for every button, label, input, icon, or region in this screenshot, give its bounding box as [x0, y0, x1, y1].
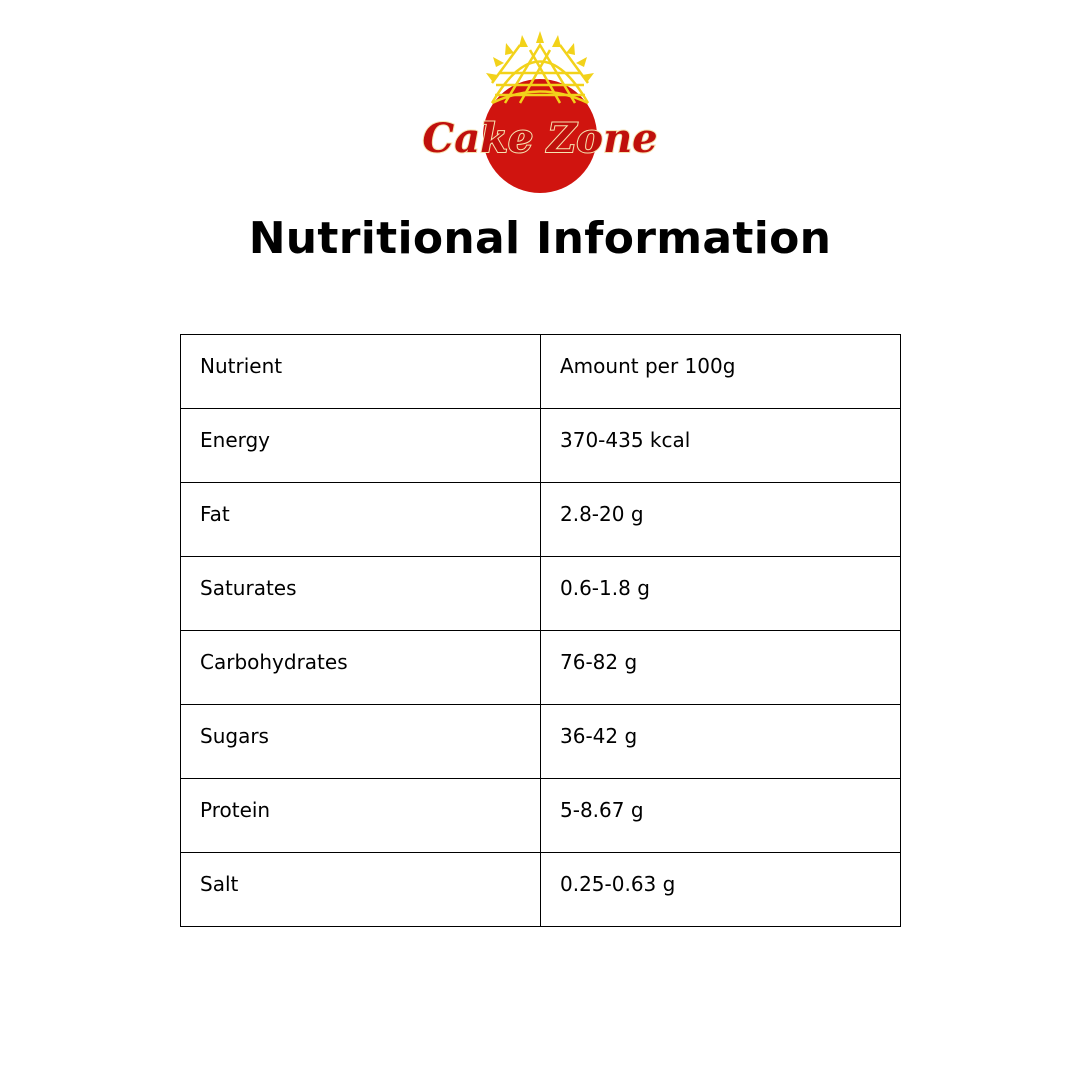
table-row: Saturates 0.6-1.8 g [180, 556, 901, 631]
nutrient-cell: Salt [180, 852, 541, 927]
nutrient-cell: Saturates [180, 556, 541, 631]
table-row: Salt 0.25-0.63 g [180, 852, 901, 927]
table-row: Energy 370-435 kcal [180, 408, 901, 483]
amount-cell: 76-82 g [540, 630, 901, 705]
page-title: Nutritional Information [248, 213, 832, 264]
nutrient-cell: Energy [180, 408, 541, 483]
nutrient-cell: Protein [180, 778, 541, 853]
table-row: Protein 5-8.67 g [180, 778, 901, 853]
amount-cell: 2.8-20 g [540, 482, 901, 557]
header-cell: Nutrient [180, 334, 541, 409]
amount-cell: 5-8.67 g [540, 778, 901, 853]
table-row: Carbohydrates 76-82 g [180, 630, 901, 705]
amount-cell: 370-435 kcal [540, 408, 901, 483]
header-cell: Amount per 100g [540, 334, 901, 409]
logo-wordmark: Cake Zone [422, 115, 657, 162]
nutrient-cell: Sugars [180, 704, 541, 779]
table-row: Fat 2.8-20 g [180, 482, 901, 557]
table-row: Sugars 36-42 g [180, 704, 901, 779]
amount-cell: 36-42 g [540, 704, 901, 779]
amount-cell: 0.25-0.63 g [540, 852, 901, 927]
nutrition-table: Nutrient Amount per 100g Energy 370-435 k… [180, 334, 901, 927]
nutrient-cell: Fat [180, 482, 541, 557]
table-header-row: Nutrient Amount per 100g [180, 334, 901, 409]
nutrient-cell: Carbohydrates [180, 630, 541, 705]
amount-cell: 0.6-1.8 g [540, 556, 901, 631]
cake-zone-logo: Cake Zone [421, 31, 659, 193]
